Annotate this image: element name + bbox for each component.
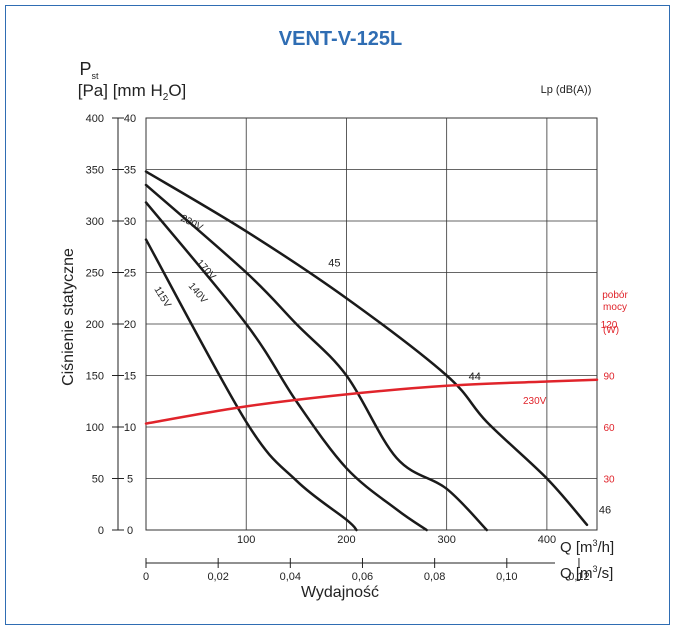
x-tick-label-m3s: 0,12 (568, 571, 589, 583)
y-tick-label-mm: 30 (124, 216, 136, 228)
y-tick-label-pa: 50 (92, 474, 104, 486)
curve-label: 140V (186, 281, 210, 306)
power-axis-unit: (W) (603, 325, 619, 336)
y-unit-labels: [Pa] [mm H2O] (78, 81, 187, 103)
x-tick-label-m3s: 0 (143, 571, 149, 583)
power-axis-label: pobór (602, 290, 628, 301)
y-tick-label-pa: 0 (98, 525, 104, 537)
noise-level-label: 45 (328, 258, 340, 270)
y-tick-label-mm: 35 (124, 165, 136, 177)
x-tick-label-m3h: 100 (237, 534, 255, 546)
pressure-curve (144, 170, 589, 527)
plot-area (145, 117, 598, 531)
y-axis-label: Ciśnienie statyczne (60, 248, 77, 386)
x-tick-label-m3s: 0,06 (352, 571, 373, 583)
y-tick-label-pa: 150 (86, 371, 104, 383)
y-tick-label-mm: 10 (124, 422, 136, 434)
y-tick-label-mm: 0 (127, 525, 133, 537)
power-axis-label-2: mocy (603, 302, 627, 313)
x-axis-label: Wydajność (301, 584, 379, 601)
y-tick-label-pa: 400 (86, 113, 104, 125)
y-tick-label-pa: 100 (86, 422, 104, 434)
power-curve-label: 230V (523, 396, 547, 407)
pressure-curve (144, 238, 358, 532)
noise-level-label: 44 (469, 371, 481, 383)
y-tick-label-mm: 5 (127, 474, 133, 486)
y-tick-label-power: 60 (603, 423, 615, 434)
y-tick-label-power: 90 (603, 372, 615, 383)
y-tick-label-pa: 350 (86, 165, 104, 177)
pressure-curve (144, 201, 428, 532)
curve-label: 170V (194, 258, 218, 283)
y-tick-label-mm: 40 (124, 113, 136, 125)
y-tick-label-pa: 250 (86, 268, 104, 280)
x-tick-label-m3h: 400 (538, 534, 556, 546)
x-tick-label-m3h: 300 (437, 534, 455, 546)
noise-axis-label: Lp (dB(A)) (541, 84, 592, 96)
x-tick-label-m3s: 0,02 (207, 571, 228, 583)
y-tick-label-mm: 15 (124, 371, 136, 383)
x-axis-unit-m3s: Q [m3/s] (560, 564, 613, 582)
x-tick-label-m3h: 200 (337, 534, 355, 546)
pressure-curve (144, 183, 489, 532)
y-tick-label-power: 30 (603, 475, 615, 486)
chart: VENT-V-125L05010015020025030035040005101… (60, 28, 628, 601)
x-tick-label-m3s: 0,04 (280, 571, 301, 583)
noise-level-label: 46 (599, 505, 611, 517)
y-tick-label-pa: 200 (86, 319, 104, 331)
y-tick-label-pa: 300 (86, 216, 104, 228)
y-tick-label-power: 120 (601, 320, 618, 331)
x-tick-label-m3s: 0,08 (424, 571, 445, 583)
power-curve (144, 378, 599, 425)
curve-label: 115V (151, 285, 172, 310)
y-unit-symbol: Pst (79, 59, 99, 81)
y-tick-label-mm: 20 (124, 319, 136, 331)
y-tick-label-mm: 25 (124, 268, 136, 280)
x-axis-unit-m3h: Q [m3/h] (560, 538, 614, 556)
chart-title: VENT-V-125L (279, 28, 402, 50)
x-tick-label-m3s: 0,10 (496, 571, 517, 583)
